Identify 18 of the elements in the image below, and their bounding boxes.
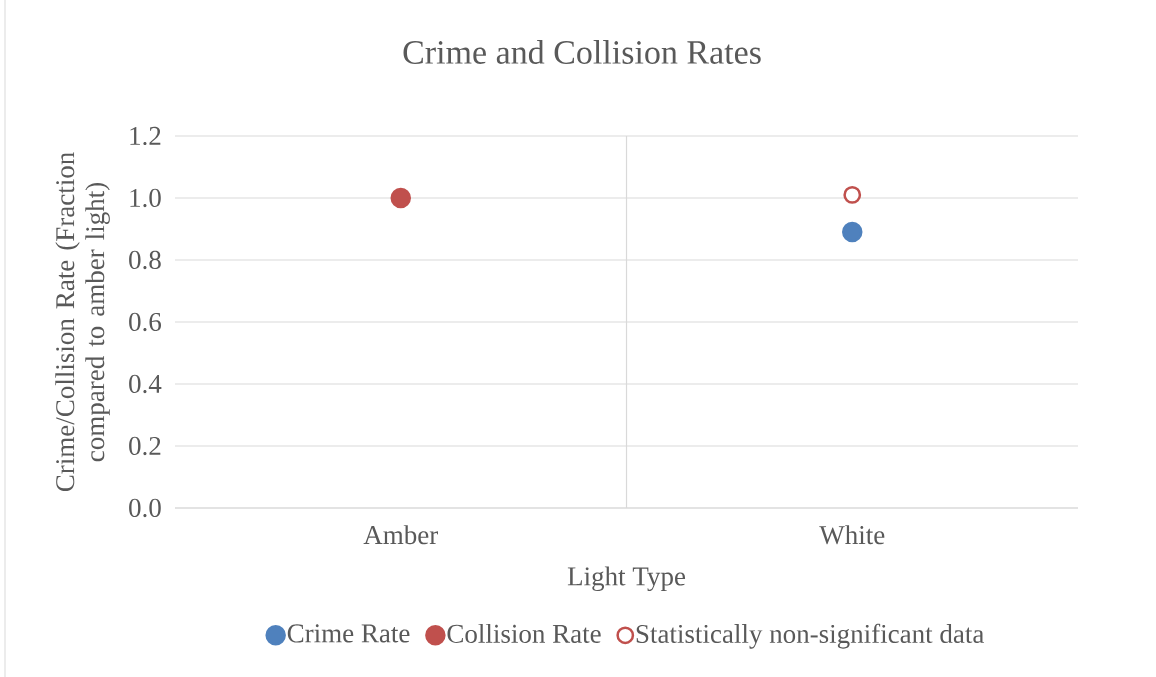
legend-label: Statistically non-significant data xyxy=(636,623,985,649)
legend-label: Crime Rate xyxy=(287,624,410,643)
x-axis-title: Light Type xyxy=(567,566,686,592)
x-tick-label: Amber xyxy=(363,525,439,545)
y-tick-label: 0.0 xyxy=(129,498,161,518)
y-tick-label: 1.0 xyxy=(130,188,161,208)
point xyxy=(843,185,862,204)
point xyxy=(390,187,412,209)
y-tick-label: 0.4 xyxy=(129,374,162,394)
point xyxy=(842,221,863,243)
x-tick-label: White xyxy=(819,525,885,545)
chart-title: Crime and Collision Rates xyxy=(403,40,761,64)
y-tick-label: 1.2 xyxy=(130,126,161,146)
y-axis-title: Crime/Collision Rate (Fraction compared to amber light) xyxy=(55,152,110,492)
y-tick-label: 0.6 xyxy=(129,312,162,332)
y-tick-label: 0.2 xyxy=(129,436,161,456)
legend-label: Collision Rate xyxy=(447,623,601,643)
y-tick-label: 0.8 xyxy=(129,250,161,270)
